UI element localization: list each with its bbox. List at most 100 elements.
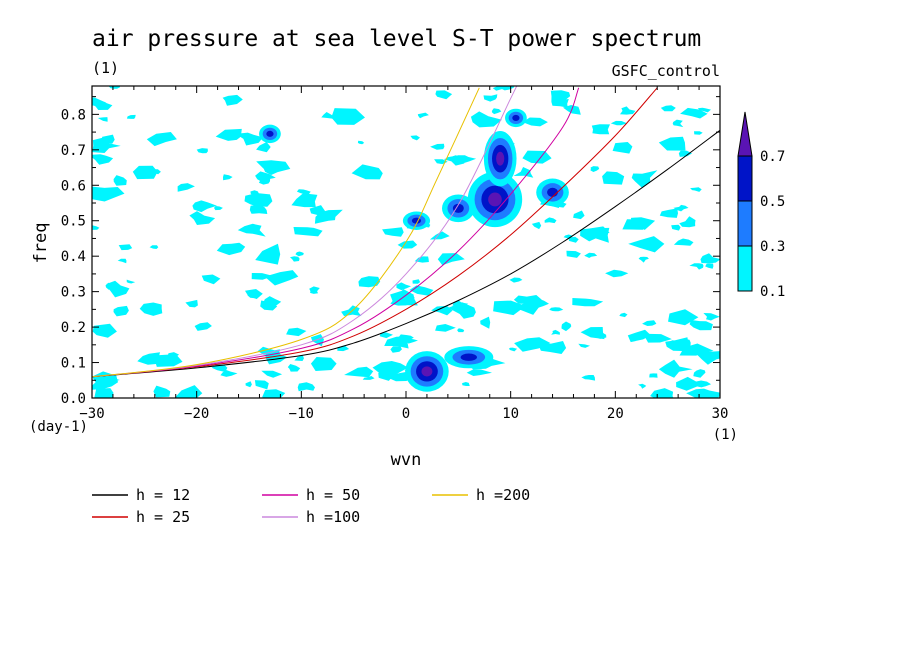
contour-patch: [462, 382, 470, 386]
contour-patch: [397, 240, 418, 249]
contour-patch: [264, 270, 299, 286]
contour-patch: [174, 385, 203, 398]
contour-patch: [214, 206, 223, 211]
contour-patch: [672, 119, 684, 128]
contour-patch: [673, 238, 694, 246]
contour-patch: [689, 263, 704, 270]
contour-patch: [531, 221, 542, 230]
contour-patch: [572, 298, 604, 307]
contour-patch: [483, 94, 498, 102]
contour-patch: [594, 331, 607, 339]
contour-patch: [255, 243, 281, 265]
contour-patch: [705, 263, 714, 269]
y-unit-label: (day-1): [29, 419, 88, 435]
x-unit-label: (1): [713, 427, 738, 443]
contour-patch: [149, 245, 159, 249]
contour-patch: [659, 208, 678, 218]
colorbar-top-arrow: [737, 111, 753, 157]
contour-peak: [452, 203, 464, 213]
contour-patch: [638, 383, 647, 389]
contour-patch: [309, 286, 320, 294]
contour-patch: [244, 193, 273, 207]
contour-patch: [286, 327, 307, 337]
contour-patch: [671, 224, 681, 231]
contour-patch: [106, 280, 130, 298]
contour-patch: [153, 354, 183, 367]
contour-peak: [496, 151, 505, 166]
y-tick-label: 0.4: [61, 249, 86, 265]
contour-patch: [92, 186, 125, 202]
legend-label: h = 50: [306, 486, 360, 504]
chart-subtitle-left: (1): [92, 59, 119, 77]
contour-patch: [256, 160, 291, 175]
contour-patch: [260, 300, 278, 311]
contour-patch: [631, 170, 658, 188]
contour-patch: [690, 187, 702, 192]
contour-patch: [631, 217, 656, 230]
contour-patch: [628, 236, 665, 253]
contour-patch: [101, 376, 120, 386]
contour-patch: [689, 320, 713, 331]
contour-patch: [379, 332, 393, 339]
contour-patch: [673, 204, 689, 212]
contour-patch: [291, 193, 318, 208]
contour-patch: [321, 112, 334, 119]
legend-label: h =100: [306, 508, 360, 526]
contour-patch: [97, 117, 108, 122]
contour-patch: [235, 132, 263, 146]
contour-patch: [344, 366, 374, 378]
contour-patch: [237, 223, 266, 237]
x-tick-label: −20: [184, 406, 209, 422]
contour-patch: [649, 373, 658, 378]
contour-patch: [245, 289, 263, 300]
contour-peak: [460, 353, 477, 361]
contour-patch: [678, 150, 692, 157]
contour-patch: [251, 273, 274, 280]
contour-patch: [697, 107, 711, 113]
contour-patch: [561, 321, 572, 332]
contour-patch: [650, 388, 674, 398]
contour-patch: [700, 253, 720, 264]
contour-patch: [550, 90, 571, 104]
contour-patch: [390, 346, 402, 353]
dispersion-curves: [92, 86, 720, 378]
contour-patch: [185, 299, 198, 308]
x-tick-label: 0: [402, 406, 410, 422]
contour-peak: [421, 366, 433, 377]
contour-patch: [429, 231, 450, 240]
contour-patch: [250, 190, 260, 197]
contour-patch: [563, 234, 573, 240]
contour-patch: [509, 277, 523, 283]
colorbar-swatch: [737, 245, 753, 292]
contour-peak: [512, 114, 520, 121]
contour-patch: [92, 225, 100, 230]
contour-patch: [262, 389, 286, 398]
series-line: [92, 87, 658, 378]
colorbar-label: 0.5: [760, 194, 785, 210]
contour-patch: [658, 136, 686, 151]
contour-patch: [177, 183, 195, 192]
axes: −30 −20 −10 0 10 20 30 0.0 0.1 0.2 0.3 0.4 0.5 0.6 0.7…: [61, 85, 728, 422]
legend-label: h =200: [476, 486, 530, 504]
contour-patch: [584, 252, 598, 258]
contour-patch: [551, 329, 560, 335]
y-tick-label: 0.7: [61, 143, 86, 159]
contour-patch: [372, 361, 409, 377]
contour-patch: [619, 312, 628, 318]
x-tick-label: −30: [79, 406, 104, 422]
contour-patch: [92, 323, 117, 338]
contour-patch: [113, 305, 129, 317]
chart-title: air pressure at sea level S-T power spec…: [92, 26, 701, 52]
y-tick-label: 0.8: [61, 107, 86, 123]
chart-subtitle-right: GSFC_control: [612, 62, 720, 80]
series-line: [92, 87, 580, 378]
contour-patch: [431, 305, 453, 316]
contour-patch: [192, 200, 217, 213]
contour-patch: [92, 154, 114, 165]
contour-patch: [612, 142, 633, 154]
contour-patch: [457, 328, 465, 333]
contour-patch: [437, 253, 465, 266]
contour-patch: [261, 370, 283, 378]
contour-patch: [448, 302, 476, 319]
x-tick-label: 20: [607, 406, 624, 422]
